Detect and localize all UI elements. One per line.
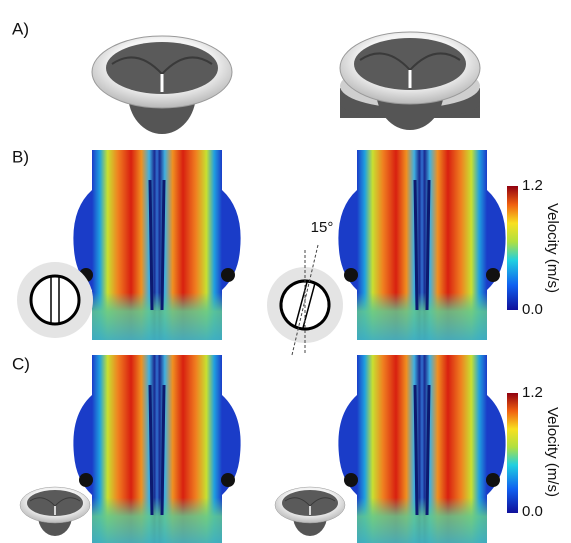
valve (275, 487, 345, 536)
colorbar-min: 0.0 (522, 301, 543, 318)
colorbar (507, 186, 518, 310)
colorbar (507, 393, 518, 513)
panel-label: C) (12, 354, 30, 373)
valve (92, 36, 232, 134)
valve-top-view (17, 262, 93, 338)
panel-label: B) (12, 147, 29, 166)
velocity-field (73, 150, 240, 340)
valve (20, 487, 90, 536)
valve (340, 32, 480, 130)
figure: A) B) 15° 1.2 0.0 Velocity (m/s) C) 1.2 … (0, 0, 571, 543)
velocity-field (73, 355, 240, 543)
colorbar-max: 1.2 (522, 177, 543, 194)
angle-label: 15° (311, 219, 334, 236)
colorbar-title: Velocity (m/s) (544, 203, 561, 293)
velocity-field (338, 150, 505, 340)
velocity-field (338, 355, 505, 543)
colorbar-max: 1.2 (522, 384, 543, 401)
panel-label: A) (12, 19, 29, 38)
colorbar-min: 0.0 (522, 503, 543, 520)
colorbar-title: Velocity (m/s) (544, 407, 561, 497)
